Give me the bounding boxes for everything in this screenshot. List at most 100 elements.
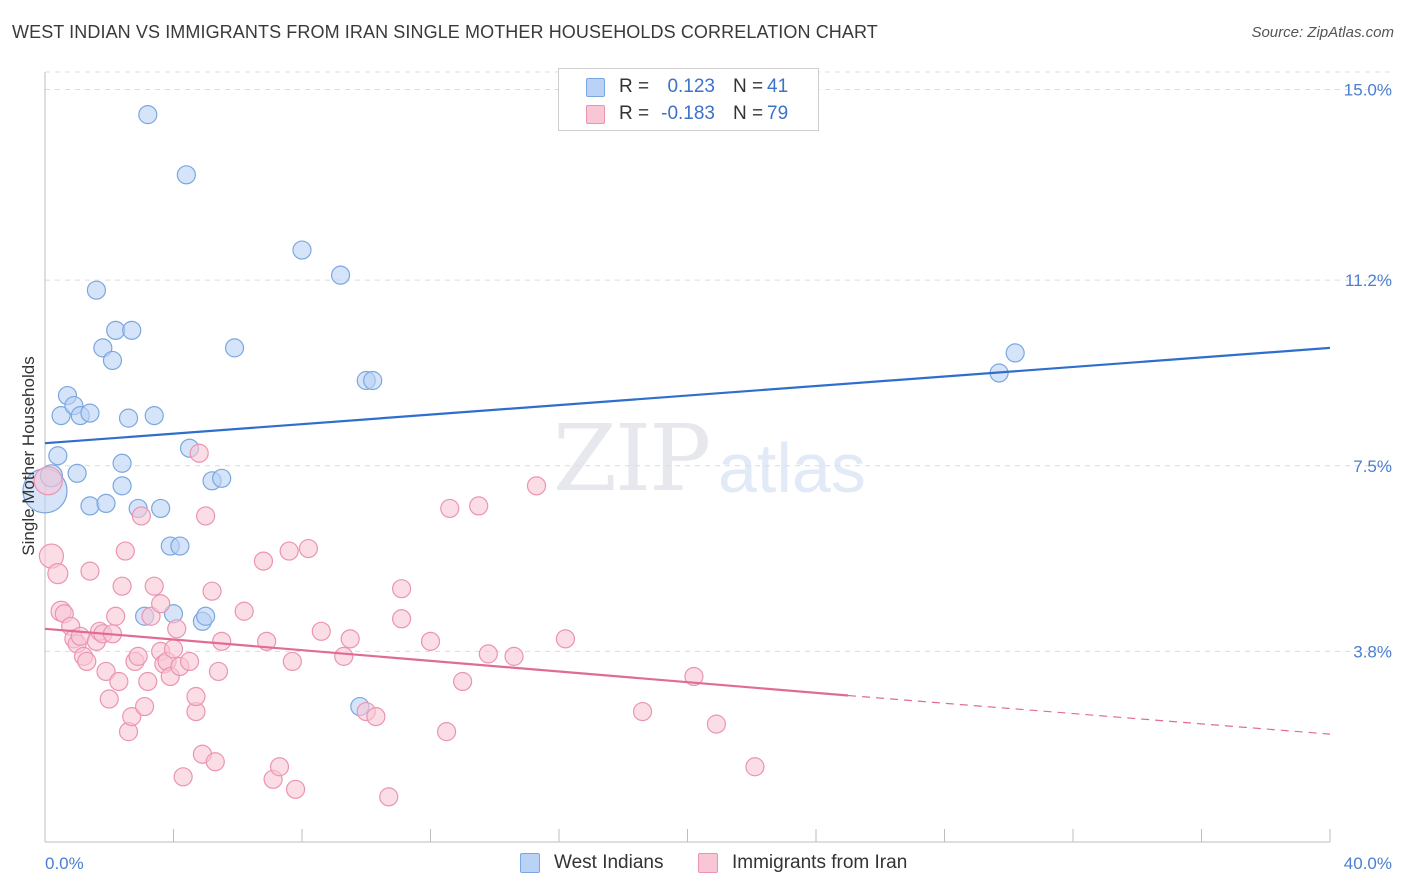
data-point (205, 752, 225, 772)
data-point (77, 651, 97, 672)
data-point (67, 463, 87, 483)
data-point (224, 338, 245, 358)
data-point (292, 240, 312, 260)
data-point (298, 538, 319, 559)
trend-line (44, 346, 1331, 445)
correlation-legend: R = 0.123 N = 41 R = -0.183 N = 79 (558, 68, 819, 131)
data-point (80, 403, 100, 423)
data-point (478, 644, 498, 664)
data-point (179, 651, 200, 672)
r-value: -0.183 (661, 103, 715, 124)
data-point (469, 496, 489, 516)
legend-swatch-west-indians (520, 853, 540, 873)
data-point (128, 646, 148, 666)
data-point (144, 576, 164, 596)
y-tick-label: 15.0% (1344, 81, 1392, 100)
r-value: 0.123 (667, 76, 715, 97)
data-point (86, 280, 107, 300)
data-point (208, 661, 229, 682)
data-point (122, 706, 142, 727)
data-point (282, 651, 302, 672)
data-point (330, 265, 351, 285)
data-point (279, 541, 299, 561)
y-tick-label: 11.2% (1345, 271, 1392, 290)
gridlines (45, 71, 1392, 652)
data-point (526, 476, 547, 496)
trend-line (44, 627, 849, 697)
data-point (212, 468, 232, 488)
n-value: 79 (767, 103, 789, 124)
data-point (96, 493, 116, 514)
data-point (1005, 343, 1025, 363)
n-label: N = (733, 76, 764, 97)
data-point (234, 601, 254, 621)
watermark-zip: ZIP (553, 405, 711, 512)
data-point (51, 406, 71, 426)
watermark-atlas: atlas (718, 429, 866, 507)
data-point (33, 466, 63, 496)
scatter-points (22, 105, 1025, 807)
tick-labels: 3.8% 7.5% 11.2% 15.0% 0.0% 40.0% (45, 81, 1392, 873)
data-point (453, 671, 473, 692)
data-point (420, 631, 441, 651)
data-point (99, 689, 119, 709)
data-point (285, 779, 306, 799)
n-label: N = (733, 103, 764, 124)
data-point (112, 476, 132, 496)
data-point (170, 536, 190, 556)
legend-label-iran: Immigrants from Iran (732, 852, 908, 873)
data-point (112, 453, 132, 473)
data-point (80, 496, 100, 516)
data-point (202, 581, 222, 601)
data-point (173, 767, 193, 787)
legend-item-iran[interactable]: Immigrants from Iran (698, 852, 907, 874)
data-point (391, 609, 412, 629)
data-point (379, 787, 399, 807)
data-point (109, 671, 129, 692)
r-label: R = (619, 76, 650, 97)
y-axis-title: Single Mother Households (19, 356, 38, 555)
data-point (440, 498, 460, 519)
data-point (131, 506, 151, 526)
legend-row-iran: R = -0.183 N = 79 (559, 101, 788, 127)
data-point (138, 671, 158, 692)
data-point (555, 629, 576, 649)
data-point (391, 579, 412, 599)
data-point (138, 105, 158, 125)
data-point (47, 563, 69, 585)
data-point (167, 619, 187, 639)
chart-title: WEST INDIAN VS IMMIGRANTS FROM IRAN SING… (12, 22, 878, 42)
data-point (134, 696, 155, 717)
data-point (163, 639, 184, 659)
data-point (106, 606, 126, 626)
legend-swatch-iran (698, 853, 718, 873)
data-point (632, 701, 653, 722)
data-point (366, 706, 386, 727)
data-point (96, 661, 116, 682)
data-point (186, 686, 206, 707)
legend-row-west-indians: R = 0.123 N = 41 (559, 74, 788, 100)
data-point (334, 646, 354, 666)
data-point (253, 551, 274, 571)
data-point (340, 629, 360, 649)
data-point (196, 506, 216, 526)
data-point (70, 626, 90, 646)
data-point (151, 594, 171, 614)
source-label: Source: ZipAtlas.com (1251, 24, 1394, 41)
legend-item-west-indians[interactable]: West Indians (520, 852, 663, 874)
data-point (80, 561, 100, 581)
data-point (363, 370, 383, 391)
x-tick-label: 40.0% (1344, 854, 1392, 873)
axes (44, 72, 1331, 843)
data-point (151, 498, 171, 519)
data-point (118, 408, 139, 428)
data-point (122, 320, 142, 340)
trend-lines (44, 346, 1331, 735)
legend-label-west-indians: West Indians (554, 852, 664, 873)
data-point (196, 606, 216, 626)
x-tick-label: 0.0% (45, 854, 84, 873)
data-point (436, 722, 457, 742)
legend-swatch-iran (586, 104, 605, 124)
data-point (144, 406, 164, 426)
